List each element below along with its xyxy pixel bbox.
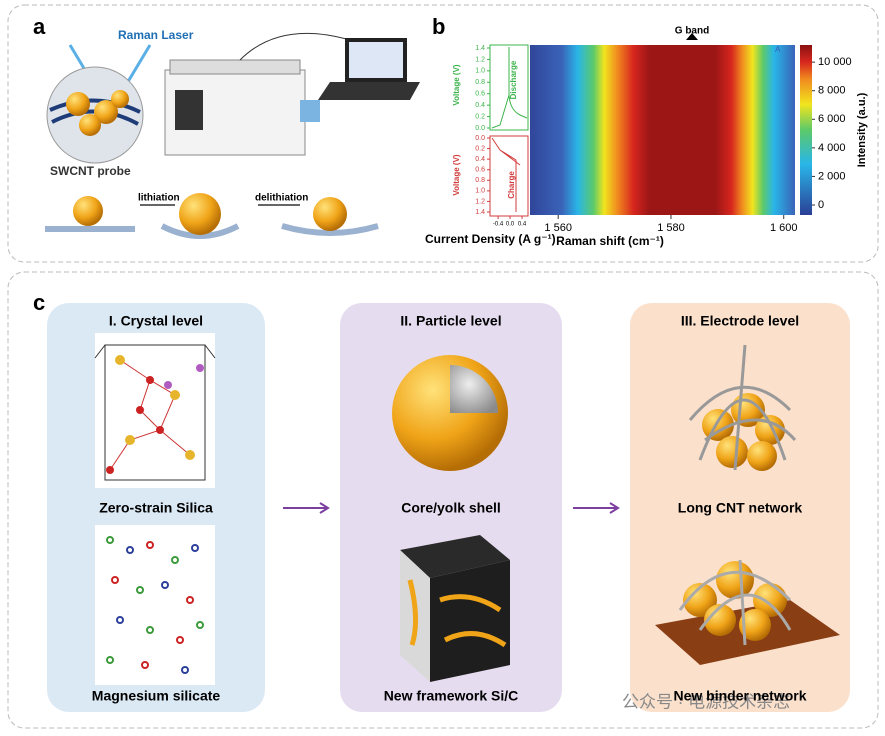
current-label: Current Density (A g⁻¹)	[425, 232, 556, 246]
voltage-tick-label: 0.6	[475, 167, 485, 174]
voltage-label: Voltage (V)	[452, 154, 461, 196]
level-title: II. Particle level	[400, 313, 501, 329]
heatmap	[530, 45, 795, 215]
cnt-network-image	[688, 344, 797, 471]
level-title: I. Crystal level	[109, 313, 203, 329]
voltage-tick-label: 1.4	[475, 45, 485, 52]
charge-box	[489, 135, 529, 217]
charge-label: Charge	[507, 171, 516, 199]
current-tick-label: -0.4	[493, 222, 504, 228]
colorbar-tick-label: 6 000	[818, 113, 846, 125]
voltage-tick-label: 1.0	[475, 68, 485, 75]
level-item: Magnesium silicate	[92, 688, 221, 704]
level-item: Long CNT network	[678, 500, 803, 516]
discharge-box	[489, 44, 529, 131]
x-tick-label: 1 560	[544, 222, 572, 234]
binder-network-image	[655, 559, 840, 665]
core-shell-image	[392, 355, 508, 471]
discharge-label: Discharge	[509, 60, 518, 99]
voltage-tick-label: 1.2	[475, 198, 485, 205]
x-tick-label: 1 580	[657, 222, 685, 234]
voltage-label: Voltage (V)	[452, 64, 461, 106]
delithiation-label: delithiation	[255, 193, 308, 204]
panel-label: c	[33, 290, 45, 315]
current-tick-label: 0.4	[518, 222, 527, 228]
probe-illustration	[46, 44, 152, 164]
colorbar-tick-label: 2 000	[818, 170, 846, 182]
probe-label: SWCNT probe	[50, 164, 131, 178]
colorbar-tick-label: 0	[818, 199, 824, 211]
x-tick-label: 1 600	[770, 222, 798, 234]
colorbar-label: Intensity (a.u.)	[856, 92, 868, 167]
panel-label: a	[33, 14, 46, 39]
voltage-tick-label: 0.4	[475, 156, 485, 163]
crystal-image	[94, 333, 216, 488]
voltage-tick-label: 0.2	[475, 113, 485, 120]
framework-image	[400, 535, 510, 682]
voltage-tick-label: 0.6	[475, 91, 485, 98]
x-axis-label: Raman shift (cm⁻¹)	[556, 234, 664, 248]
discharge-curve	[491, 47, 528, 129]
watermark: 公众号 · 电源技术杂志	[622, 692, 790, 711]
voltage-tick-label: 1.4	[475, 209, 485, 216]
voltage-tick-label: 0.8	[475, 79, 485, 86]
annotation: G band	[675, 26, 709, 37]
laser-label: Raman Laser	[118, 28, 194, 42]
arrow	[283, 502, 330, 514]
frame-bottom	[7, 271, 879, 729]
voltage-tick-label: 0.2	[475, 145, 485, 152]
voltage-tick-label: 1.0	[475, 188, 485, 195]
panel-label: b	[432, 14, 445, 39]
voltage-tick-label: 0.8	[475, 177, 485, 184]
level-item: New framework Si/C	[384, 688, 519, 704]
level-item: Core/yolk shell	[401, 500, 501, 516]
level-item: Zero-strain Silica	[99, 500, 213, 516]
legend: A	[775, 45, 781, 54]
spectrometer	[164, 59, 320, 156]
silicate-image	[95, 525, 215, 685]
arrow	[573, 502, 620, 514]
voltage-tick-label: 0.0	[475, 125, 485, 132]
laptop	[239, 32, 420, 100]
lithiation-illustration	[45, 193, 379, 239]
colorbar-tick-label: 8 000	[818, 85, 846, 97]
frame-top	[7, 4, 879, 263]
level-title: III. Electrode level	[681, 313, 799, 329]
colorbar-tick-label: 10 000	[818, 56, 852, 68]
colorbar	[800, 45, 812, 215]
colorbar-tick-label: 4 000	[818, 142, 846, 154]
lithiation-label: lithiation	[138, 193, 180, 204]
current-tick-label: 0.0	[506, 222, 515, 228]
level-item: New binder network	[673, 688, 806, 704]
charge-curve	[491, 137, 521, 212]
voltage-tick-label: 0.0	[475, 135, 485, 142]
voltage-tick-label: 0.4	[475, 102, 485, 109]
g-band-marker	[686, 33, 698, 40]
voltage-tick-label: 1.2	[475, 56, 485, 63]
